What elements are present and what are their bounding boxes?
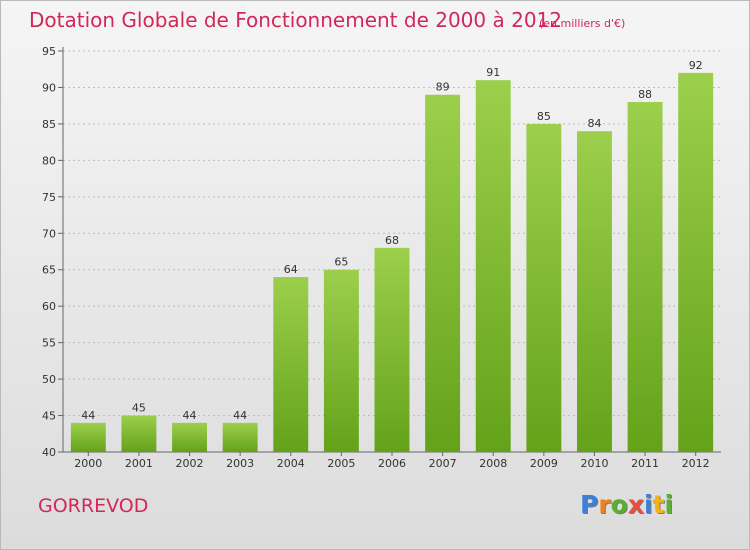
x-tick-label: 2004	[277, 457, 305, 470]
bar-value-label: 68	[385, 234, 399, 247]
chart-title: Dotation Globale de Fonctionnement de 20…	[29, 8, 562, 32]
y-tick-label: 65	[42, 264, 56, 277]
bar	[475, 80, 511, 452]
logo-letter: i	[644, 490, 653, 519]
x-tick-label: 2012	[682, 457, 710, 470]
bar-value-label: 65	[334, 256, 348, 269]
x-tick-label: 2002	[176, 457, 204, 470]
logo-letter: x	[627, 490, 644, 519]
x-tick-label: 2003	[226, 457, 254, 470]
logo-letter: i	[664, 490, 674, 519]
commune-name: GORREVOD	[38, 495, 149, 517]
y-tick-label: 70	[42, 227, 56, 240]
x-tick-label: 2009	[530, 457, 558, 470]
x-tick-label: 2010	[580, 457, 608, 470]
bar-value-label: 45	[132, 402, 146, 415]
y-tick-label: 80	[42, 154, 56, 167]
bar-value-label: 44	[81, 409, 95, 422]
x-tick-label: 2008	[479, 457, 507, 470]
y-tick-label: 40	[42, 446, 56, 459]
y-tick-label: 95	[42, 45, 56, 58]
y-tick-label: 55	[42, 337, 56, 350]
logo-letter: t	[652, 490, 665, 519]
bar-value-label: 84	[587, 117, 601, 130]
bar-value-label: 92	[689, 59, 703, 72]
logo-letter: P	[580, 490, 599, 519]
bar	[273, 277, 309, 452]
y-tick-label: 45	[42, 410, 56, 423]
bar-value-label: 88	[638, 88, 652, 101]
bar	[627, 102, 663, 452]
bar-value-label: 89	[436, 81, 450, 94]
labels: 40 45 50 55 60 65 70 75 80 85 90 95 44 2000 45 2001 44 20…	[42, 45, 710, 470]
y-tick-label: 50	[42, 373, 56, 386]
bar	[678, 72, 714, 452]
bar-value-label: 44	[183, 409, 197, 422]
logo-letter: o	[610, 490, 628, 519]
bar-value-label: 44	[233, 409, 247, 422]
x-tick-label: 2006	[378, 457, 406, 470]
unit-note: (en milliers d'€)	[539, 17, 626, 30]
bar	[172, 422, 208, 452]
bar	[576, 131, 612, 452]
proxiti-logo: Proxiti	[580, 490, 673, 519]
y-tick-label: 90	[42, 81, 56, 94]
bar-value-label: 91	[486, 66, 500, 79]
y-tick-label: 60	[42, 300, 56, 313]
bar	[70, 422, 106, 452]
x-tick-label: 2005	[327, 457, 355, 470]
bar	[222, 422, 258, 452]
x-tick-label: 2007	[429, 457, 457, 470]
bars	[70, 72, 714, 452]
x-tick-label: 2001	[125, 457, 153, 470]
logo-letter: r	[598, 490, 611, 519]
bar	[121, 415, 157, 452]
bar	[526, 123, 562, 452]
bar-value-label: 64	[284, 263, 298, 276]
bar	[323, 269, 359, 452]
x-tick-label: 2011	[631, 457, 659, 470]
y-tick-label: 85	[42, 118, 56, 131]
x-tick-label: 2000	[74, 457, 102, 470]
bar	[425, 94, 461, 452]
y-tick-label: 75	[42, 191, 56, 204]
bar	[374, 247, 410, 452]
bar-value-label: 85	[537, 110, 551, 123]
